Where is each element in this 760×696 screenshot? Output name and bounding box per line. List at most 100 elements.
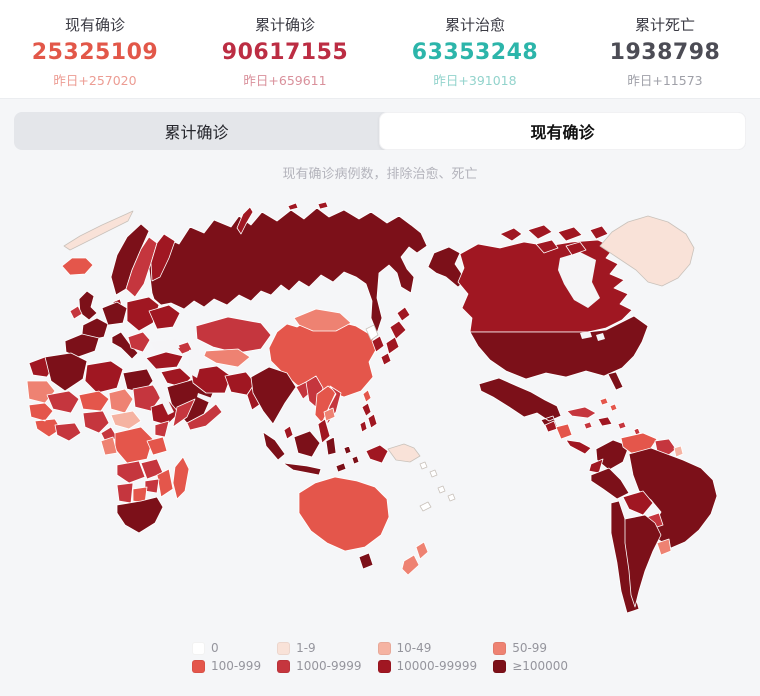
legend-item: 10-49 [377,641,478,655]
stat-current-confirmed: 现有确诊 25325109 昨日+257020 [0,14,190,89]
country-sudan[interactable] [132,384,162,412]
legend-item: 100-999 [191,659,262,673]
country-south-africa[interactable] [116,496,164,534]
country-west-papua[interactable] [365,444,389,464]
country-hispaniola[interactable] [597,416,613,427]
caribbean-islands[interactable] [583,421,651,452]
legend-label: 1-9 [296,641,316,655]
country-uk[interactable] [78,290,98,321]
country-ukraine[interactable] [148,304,181,330]
country-colombia[interactable] [595,439,630,471]
country-malaysia[interactable] [317,418,331,444]
country-west-africa[interactable] [28,402,62,438]
country-bolivia[interactable] [622,490,654,516]
country-mexico[interactable] [478,377,562,430]
country-sri-lanka[interactable] [283,425,294,440]
legend-item: 1-9 [277,641,361,655]
stat-delta: 昨日+11573 [627,72,703,88]
country-honduras-nicaragua[interactable] [555,423,573,440]
legend-item: 50-99 [493,641,568,655]
country-angola[interactable] [116,460,146,484]
country-panama-costa-rica[interactable] [565,439,592,455]
country-bahamas[interactable] [599,397,618,412]
country-poland-romania[interactable] [126,296,160,332]
stat-value: 90617155 [221,39,349,65]
country-philippines[interactable] [359,402,378,433]
country-novaya-zemlya[interactable] [236,206,254,235]
country-papua-new-guinea[interactable] [387,443,421,463]
world-choropleth-map [0,179,760,639]
country-french-guiana[interactable] [673,445,684,458]
country-kazakhstan[interactable] [195,316,272,354]
country-iceland[interactable] [61,257,94,276]
country-chad[interactable] [108,388,134,414]
country-somalia[interactable] [172,398,196,428]
country-tasmania[interactable] [358,552,374,570]
country-namibia[interactable] [116,482,134,504]
country-taiwan[interactable] [362,389,372,403]
pacific-islands[interactable] [419,461,456,512]
country-congo-gabon[interactable] [100,436,118,456]
country-south-korea[interactable] [371,335,385,353]
country-mali[interactable] [46,390,80,414]
country-italy[interactable] [111,331,139,360]
country-madagascar[interactable] [172,456,190,500]
country-russia[interactable] [148,207,428,334]
tab-current-confirmed[interactable]: 现有确诊 [379,112,746,150]
red-sea [152,380,174,415]
country-indonesia[interactable] [262,430,360,476]
country-kenya[interactable] [154,420,170,438]
country-svalbard[interactable] [63,210,134,251]
great-lakes [580,331,605,341]
country-ghana-ivory-coast[interactable] [54,422,82,442]
country-cuba[interactable] [566,406,597,419]
country-spain-portugal[interactable] [64,333,100,358]
hudson-bay [558,252,600,308]
country-mozambique[interactable] [156,468,174,498]
country-peru[interactable] [590,467,630,500]
legend-label: 100-999 [210,659,262,673]
country-australia[interactable] [298,476,390,552]
legend-label: 1000-9999 [296,659,362,673]
country-central-asia[interactable] [203,348,251,368]
country-tanzania[interactable] [146,436,168,456]
country-japan[interactable] [380,306,411,366]
legend-swatch [277,659,291,673]
country-uruguay[interactable] [656,538,672,556]
country-libya[interactable] [84,360,124,394]
map-mode-tabbar: 累计确诊 现有确诊 [14,112,746,150]
country-niger[interactable] [78,390,110,412]
black-sea [150,339,180,352]
country-greenland[interactable] [599,215,695,287]
country-turkey[interactable] [145,351,184,370]
tab-total-confirmed[interactable]: 累计确诊 [164,123,229,142]
legend-label: 50-99 [512,641,548,655]
country-nigeria[interactable] [82,410,110,434]
country-north-korea[interactable] [365,324,379,341]
canadian-arctic-islands[interactable] [499,224,609,256]
legend-swatch [377,641,391,655]
country-argentina[interactable] [624,514,662,608]
country-cambodia[interactable] [323,407,336,422]
country-zimbabwe[interactable] [144,478,160,494]
country-central-african-republic[interactable] [110,410,142,430]
country-india[interactable] [250,366,297,425]
map-subtitle: 现有确诊病例数，排除治愈、死亡 [282,167,478,182]
country-germany[interactable] [101,301,128,326]
country-mongolia[interactable] [293,308,352,332]
legend-swatch [277,641,291,655]
country-yemen-oman[interactable] [186,403,223,431]
stat-label: 累计治愈 [444,15,505,34]
country-iran[interactable] [190,365,232,394]
country-canada[interactable] [457,239,633,333]
country-finland[interactable] [150,233,176,282]
country-balkans[interactable] [127,331,151,353]
country-drc[interactable] [114,426,154,464]
stat-delta: 昨日+659611 [243,72,327,88]
stat-value: 25325109 [31,39,159,65]
country-ireland[interactable] [69,305,83,320]
country-algeria[interactable] [44,352,88,392]
legend-swatch [493,659,507,673]
arctic-islands[interactable] [287,201,329,211]
country-new-zealand[interactable] [401,541,429,576]
